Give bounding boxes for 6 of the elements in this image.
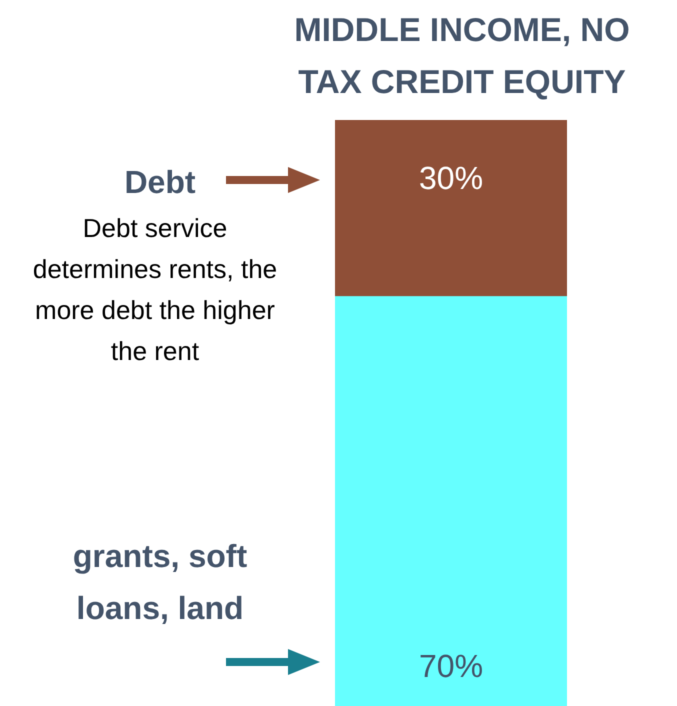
data-label: 30% (418, 160, 484, 196)
text: grants, soft loans, land (72, 537, 248, 628)
legend-label: Debt (123, 163, 197, 202)
chart-title: MIDDLE INCOME, NO TAX CREDIT EQUITY (293, 10, 631, 102)
data-label: 70% (418, 648, 484, 684)
text: Debt service determines rents, the more debt the higher the rent (32, 212, 278, 368)
